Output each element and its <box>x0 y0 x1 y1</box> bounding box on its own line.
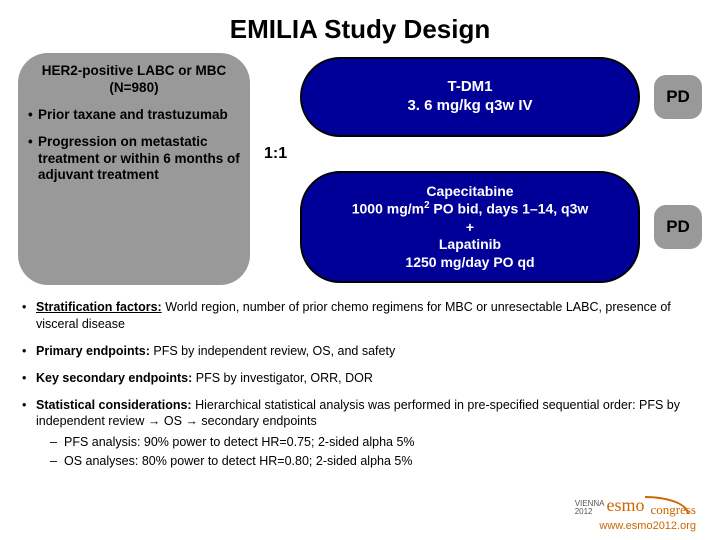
logo-congress-text: congress <box>651 502 697 518</box>
logo-vienna: VIENNA 2012 <box>575 500 605 516</box>
notes-section: Stratification factors: World region, nu… <box>0 299 720 470</box>
bullet-dot-icon: • <box>28 107 38 124</box>
note-secondary-endpoints: Key secondary endpoints: PFS by investig… <box>22 370 698 387</box>
arm-1-box: T-DM1 3. 6 mg/kg q3w IV <box>300 57 640 137</box>
note-primary-endpoints: Primary endpoints: PFS by independent re… <box>22 343 698 360</box>
logo-vienna-bottom: 2012 <box>575 508 605 516</box>
arm-2-dose-post: PO bid, days 1–14, q3w <box>430 201 589 217</box>
inclusion-bullet-2: • Progression on metastatic treatment or… <box>28 134 240 185</box>
note-2-text: PFS by independent review, OS, and safet… <box>150 344 395 358</box>
arm-2-dose-2: 1250 mg/day PO qd <box>405 254 534 272</box>
population-heading: HER2-positive LABC or MBC (N=980) <box>28 63 240 97</box>
esmo-logo: VIENNA 2012 esmo congress <box>575 495 696 516</box>
arm-2-box: Capecitabine 1000 mg/m2 PO bid, days 1–1… <box>300 171 640 283</box>
arm-2-plus: + <box>466 219 474 237</box>
arm-1-drug: T-DM1 <box>448 78 493 97</box>
note-stratification: Stratification factors: World region, nu… <box>22 299 698 333</box>
note-statistical: Statistical considerations: Hierarchical… <box>22 397 698 471</box>
note-3-text: PFS by investigator, ORR, DOR <box>192 371 373 385</box>
note-3-label: Key secondary endpoints: <box>36 371 192 385</box>
arm-2-drug-1: Capecitabine <box>426 183 513 201</box>
bullet-dot-icon: • <box>28 134 38 185</box>
note-1-label: Stratification factors: <box>36 300 162 314</box>
note-4-label: Statistical considerations: <box>36 398 192 412</box>
inclusion-text-1: Prior taxane and trastuzumab <box>38 107 228 124</box>
inclusion-bullet-1: • Prior taxane and trastuzumab <box>28 107 240 124</box>
note-sub-os: OS analyses: 80% power to detect HR=0.80… <box>36 453 698 470</box>
arm-1-dose: 3. 6 mg/kg q3w IV <box>407 97 532 116</box>
pd-badge-1: PD <box>654 75 702 119</box>
note-2-label: Primary endpoints: <box>36 344 150 358</box>
study-diagram: HER2-positive LABC or MBC (N=980) • Prio… <box>10 53 710 293</box>
note-sub-pfs: PFS analysis: 90% power to detect HR=0.7… <box>36 434 698 451</box>
randomization-ratio: 1:1 <box>264 145 287 163</box>
population-box: HER2-positive LABC or MBC (N=980) • Prio… <box>18 53 250 285</box>
footer-url: www.esmo2012.org <box>599 520 696 532</box>
inclusion-text-2: Progression on metastatic treatment or w… <box>38 134 240 185</box>
slide-title: EMILIA Study Design <box>0 0 720 53</box>
pd-badge-2: PD <box>654 205 702 249</box>
arm-2-drug-2: Lapatinib <box>439 236 501 254</box>
arm-2-dose-pre: 1000 mg/m <box>352 201 424 217</box>
logo-esmo-text: esmo <box>607 495 645 516</box>
arm-2-dose-1: 1000 mg/m2 PO bid, days 1–14, q3w <box>352 200 589 218</box>
